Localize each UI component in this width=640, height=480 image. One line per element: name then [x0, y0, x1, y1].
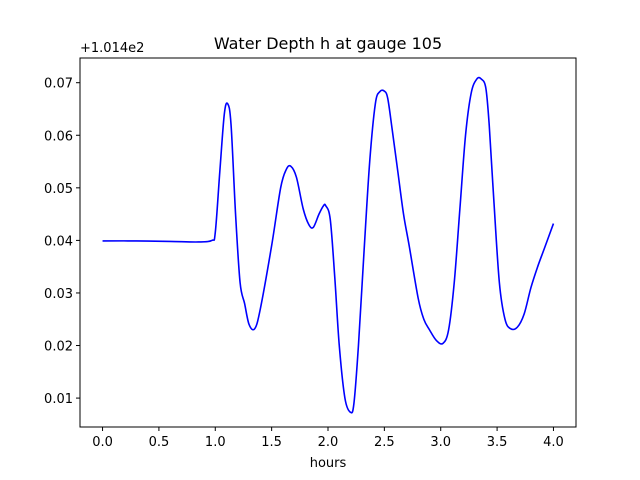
- x-tick-label: 3.5: [487, 435, 508, 450]
- x-tick-label: 2.0: [318, 435, 339, 450]
- y-axis-offset-label: +1.014e2: [80, 41, 144, 56]
- x-tick-label: 0.5: [149, 435, 170, 450]
- y-tick-label: 0.01: [44, 392, 73, 407]
- x-tick-label: 1.5: [261, 435, 282, 450]
- x-tick-label: 1.0: [205, 435, 226, 450]
- y-tick-label: 0.04: [44, 234, 73, 249]
- y-tick-label: 0.02: [44, 340, 73, 355]
- y-tick-label: 0.06: [44, 129, 73, 144]
- x-axis-label: hours: [310, 456, 347, 471]
- x-tick-label: 3.0: [430, 435, 451, 450]
- y-tick-label: 0.03: [44, 287, 73, 302]
- y-tick-label: 0.07: [44, 77, 73, 92]
- x-tick-label: 2.5: [374, 435, 395, 450]
- plot-area: 0.0 0.5 1.0 1.5 2.0 2.5 3.0 3.5 4.0 0.01 0.02 0.03 0…: [44, 57, 577, 450]
- y-tick-label: 0.05: [44, 182, 73, 197]
- series-line: [102, 76, 555, 414]
- x-tick-label: 0.0: [92, 435, 113, 450]
- x-tick-label: 4.0: [543, 435, 564, 450]
- chart-title: Water Depth h at gauge 105: [214, 34, 442, 53]
